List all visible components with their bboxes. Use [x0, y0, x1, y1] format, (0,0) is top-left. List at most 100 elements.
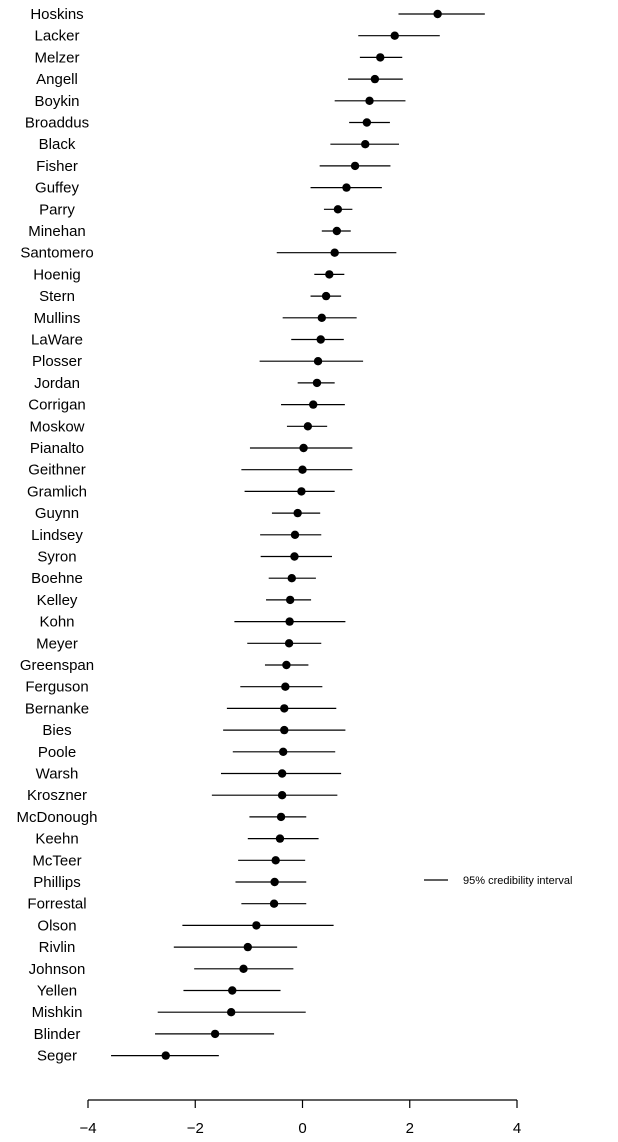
row-label: Corrigan	[28, 397, 86, 414]
row-label: McDonough	[17, 809, 98, 826]
row-label: Hoskins	[30, 6, 83, 23]
point-estimate-marker	[325, 270, 334, 279]
point-estimate-marker	[312, 378, 322, 388]
point-estimate-marker	[290, 530, 300, 539]
row-label: Geithner	[28, 462, 86, 479]
row-label: Parry	[39, 201, 75, 218]
row-label: Mullins	[34, 310, 81, 327]
plot-rows: Hoskins Lacker Melzer Angell Boykin Broaddus B…	[17, 6, 485, 1065]
point-estimate-marker	[309, 400, 318, 409]
row-label: Phillips	[33, 874, 81, 891]
point-estimate-marker	[433, 9, 442, 19]
legend: 95% credibility interval	[424, 875, 572, 887]
x-tick-label: 4	[513, 1120, 521, 1137]
row-label: Kohn	[39, 614, 74, 631]
point-estimate-marker	[313, 357, 323, 366]
row-label: Boykin	[34, 93, 79, 110]
x-tick-label: 0	[298, 1120, 306, 1137]
row-label: Stern	[39, 288, 75, 305]
row-label: Yellen	[37, 983, 77, 1000]
row-label: Lindsey	[31, 527, 83, 544]
row-label: Bies	[42, 722, 71, 739]
row-label: Black	[39, 136, 76, 153]
row-label: Warsh	[36, 766, 79, 783]
row-label: Kroszner	[27, 787, 87, 804]
row-label: Hoenig	[33, 266, 81, 283]
row-label: Plosser	[32, 353, 82, 370]
point-estimate-marker	[271, 856, 280, 865]
x-tick-label: 2	[406, 1120, 414, 1137]
point-estimate-marker	[362, 118, 372, 127]
point-estimate-marker	[365, 96, 374, 106]
row-label: Blinder	[34, 1026, 81, 1043]
row-label: Syron	[37, 549, 76, 566]
point-estimate-marker	[243, 942, 253, 952]
row-label: Bernanke	[25, 700, 89, 717]
point-estimate-marker	[282, 660, 291, 670]
point-estimate-marker	[293, 508, 302, 518]
point-estimate-marker	[290, 552, 299, 561]
row-label: Boehne	[31, 570, 83, 587]
point-estimate-marker	[252, 921, 261, 930]
point-estimate-marker	[299, 443, 308, 453]
row-label: Rivlin	[39, 939, 76, 956]
row-label: Kelley	[37, 592, 78, 609]
row-label: Gramlich	[27, 483, 87, 500]
row-label: Ferguson	[25, 679, 88, 696]
row-label: McTeer	[32, 852, 81, 869]
point-estimate-marker	[277, 769, 287, 778]
row-label: Seger	[37, 1048, 77, 1065]
point-estimate-marker	[226, 1008, 236, 1017]
row-label: Keehn	[35, 831, 78, 848]
point-estimate-marker	[342, 183, 351, 192]
point-estimate-marker	[376, 53, 385, 62]
row-label: Jordan	[34, 375, 80, 392]
row-label: Moskow	[29, 418, 84, 435]
point-estimate-marker	[280, 704, 289, 713]
point-estimate-marker	[161, 1051, 170, 1060]
row-label: Guffey	[35, 180, 79, 197]
row-label: Melzer	[34, 49, 79, 66]
row-label: Olson	[37, 917, 76, 934]
row-label: Fisher	[36, 158, 78, 175]
row-label: Broaddus	[25, 115, 89, 132]
point-estimate-marker	[321, 291, 331, 301]
point-estimate-marker	[298, 465, 307, 474]
row-label: Forrestal	[27, 896, 86, 913]
x-tick-label: −4	[79, 1120, 96, 1137]
row-label: Greenspan	[20, 657, 94, 674]
point-estimate-marker	[210, 1029, 220, 1039]
point-estimate-marker	[361, 140, 370, 149]
point-estimate-marker	[316, 335, 325, 344]
point-estimate-marker	[277, 791, 287, 800]
point-estimate-marker	[281, 682, 290, 691]
row-label: Poole	[38, 744, 76, 761]
point-estimate-marker	[390, 31, 399, 40]
row-label: Pianalto	[30, 440, 84, 457]
point-estimate-marker	[228, 986, 237, 995]
point-estimate-marker	[275, 834, 285, 843]
point-estimate-marker	[332, 226, 342, 236]
point-estimate-marker	[303, 422, 313, 431]
point-estimate-marker	[285, 617, 294, 626]
row-label: Mishkin	[32, 1004, 83, 1021]
point-estimate-marker	[284, 639, 294, 648]
point-estimate-marker	[276, 812, 286, 822]
point-estimate-marker	[370, 74, 380, 84]
x-tick-label: −2	[187, 1120, 204, 1137]
row-label: Minehan	[28, 223, 86, 240]
point-estimate-marker	[350, 161, 360, 171]
point-estimate-marker	[330, 248, 339, 257]
row-label: Johnson	[29, 961, 86, 978]
legend-label: 95% credibility interval	[463, 875, 572, 887]
row-label: Guynn	[35, 505, 79, 522]
row-label: Lacker	[34, 28, 79, 45]
point-estimate-marker	[280, 725, 289, 735]
point-estimate-marker	[333, 205, 343, 214]
row-label: Meyer	[36, 635, 78, 652]
point-estimate-marker	[287, 574, 296, 583]
point-estimate-marker	[278, 747, 288, 756]
row-label: Angell	[36, 71, 78, 88]
point-estimate-marker	[269, 899, 279, 908]
